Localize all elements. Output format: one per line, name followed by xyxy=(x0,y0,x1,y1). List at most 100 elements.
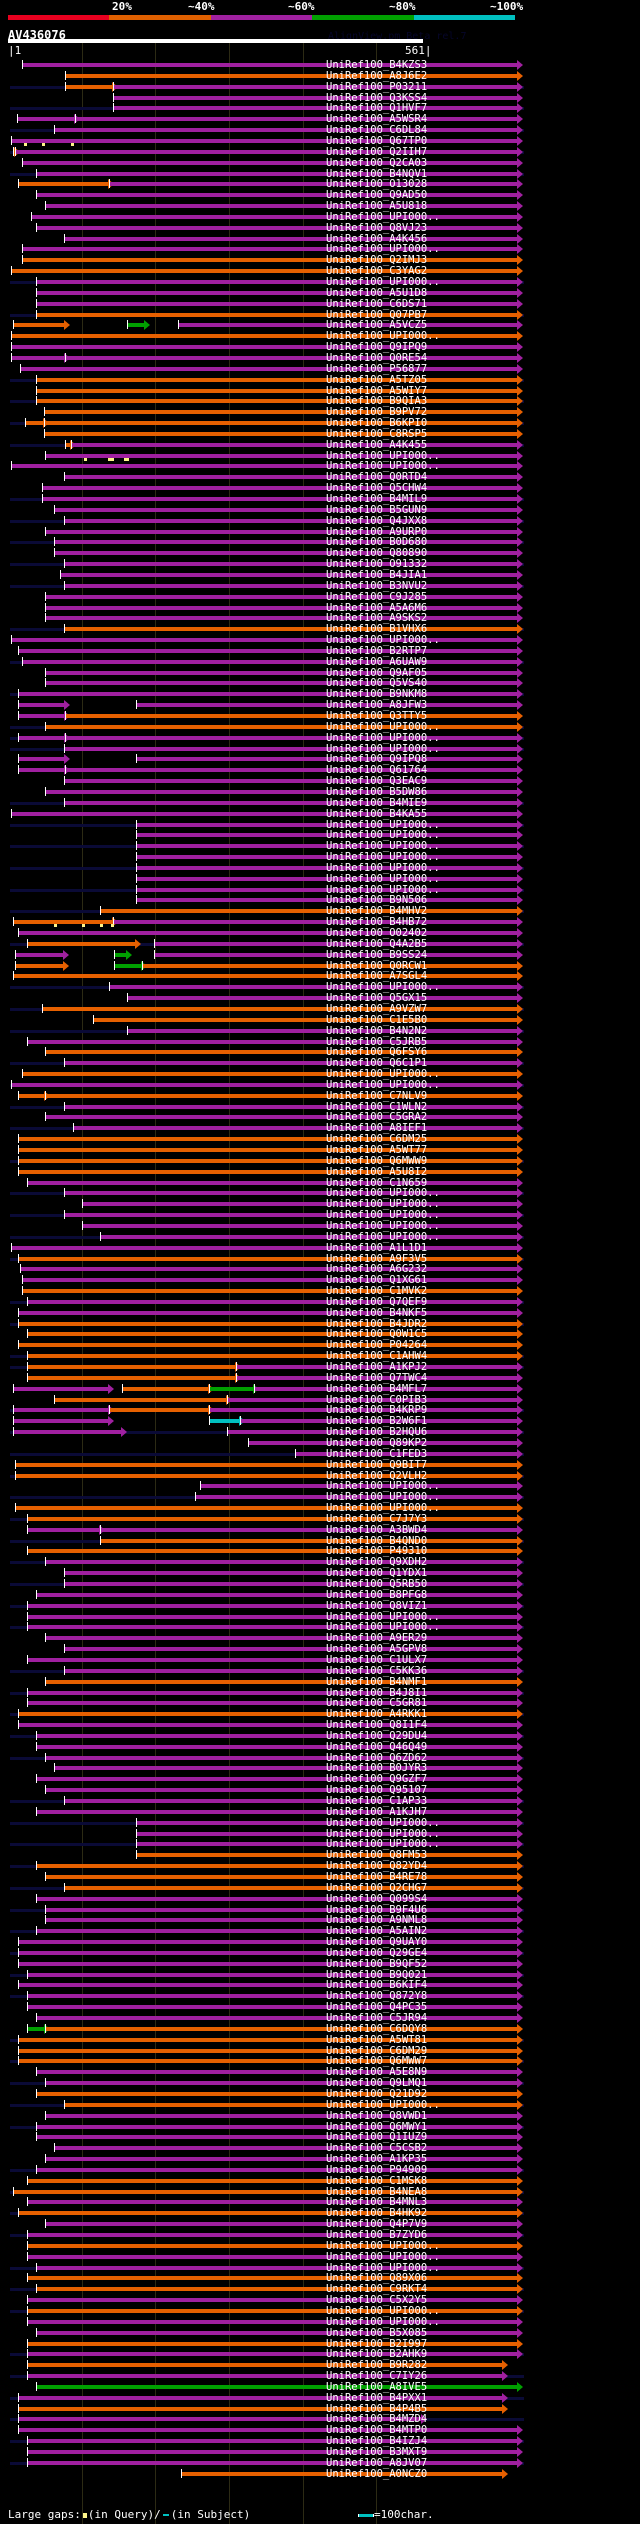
subject-label[interactable]: UniRef100_Q82YD4 xyxy=(326,1860,428,1873)
subject-label[interactable]: UniRef100_Q89KP2 xyxy=(326,1436,428,1449)
hsp-segment[interactable] xyxy=(36,225,518,230)
hsp-segment[interactable] xyxy=(19,366,518,371)
subject-label[interactable]: UniRef100_A5A6M6 xyxy=(326,601,428,614)
alignment-row[interactable]: UniRef100_B4MFL7 xyxy=(0,1383,640,1395)
hsp-segment[interactable] xyxy=(12,2189,518,2194)
alignment-row[interactable]: UniRef100_Q4A2B5 xyxy=(0,938,640,950)
hsp-segment[interactable] xyxy=(54,1766,518,1771)
subject-label[interactable]: UniRef100_Q29DU4 xyxy=(326,1729,428,1742)
subject-label[interactable]: UniRef100_A9URP0 xyxy=(326,525,428,538)
alignment-row[interactable]: UniRef100_UPI000.. xyxy=(0,2316,640,2328)
alignment-row[interactable]: UniRef100_Q2IMJ3 xyxy=(0,254,640,266)
hsp-segment[interactable] xyxy=(59,572,518,577)
subject-label[interactable]: UniRef100_C7J7Y3 xyxy=(326,1512,428,1525)
alignment-row[interactable]: UniRef100_C5X2Y5 xyxy=(0,2294,640,2306)
hsp-segment[interactable] xyxy=(25,421,44,426)
alignment-row[interactable]: UniRef100_Q6MWY1 xyxy=(0,2121,640,2133)
subject-label[interactable]: UniRef100_Q4P7V9 xyxy=(326,2218,428,2231)
alignment-row[interactable]: UniRef100_A8JFW3 xyxy=(0,699,640,711)
subject-label[interactable]: UniRef100_Q6MWW9 xyxy=(326,1154,428,1167)
subject-label[interactable]: UniRef100_UPI000.. xyxy=(326,851,440,864)
hsp-segment[interactable] xyxy=(10,464,518,469)
subject-label[interactable]: UniRef100_P49310 xyxy=(326,1545,428,1558)
alignment-row[interactable]: UniRef100_UPI000.. xyxy=(0,743,640,755)
subject-label[interactable]: UniRef100_UPI000.. xyxy=(326,1816,440,1829)
subject-label[interactable]: UniRef100_Q2CA03 xyxy=(326,156,428,169)
hsp-segment[interactable] xyxy=(36,2135,518,2140)
subject-label[interactable]: UniRef100_A8J6E2 xyxy=(326,69,428,82)
alignment-row[interactable]: UniRef100_B2W6F1 xyxy=(0,1415,640,1428)
subject-label[interactable]: UniRef100_C1E5B0 xyxy=(326,1013,428,1026)
hsp-segment[interactable] xyxy=(19,1267,518,1272)
hsp-segment[interactable] xyxy=(136,876,518,881)
alignment-row[interactable]: UniRef100_Q9LMQ1 xyxy=(0,2077,640,2089)
subject-label[interactable]: UniRef100_UPI000.. xyxy=(326,1078,440,1091)
alignment-row[interactable]: UniRef100_Q0W1C5 xyxy=(0,1328,640,1340)
hsp-segment[interactable] xyxy=(18,2037,518,2042)
hsp-segment[interactable] xyxy=(154,941,518,946)
subject-label[interactable]: UniRef100_Q9AF05 xyxy=(326,666,428,679)
subject-label[interactable]: UniRef100_UPI000.. xyxy=(326,1502,440,1515)
alignment-row[interactable]: UniRef100_C1AHW4 xyxy=(0,1350,640,1362)
subject-label[interactable]: UniRef100_UPI000.. xyxy=(326,720,440,733)
hsp-segment[interactable] xyxy=(63,627,518,632)
hsp-segment[interactable] xyxy=(27,2363,504,2368)
alignment-row[interactable]: UniRef100_B4PXX1 xyxy=(0,2392,640,2404)
hsp-segment[interactable] xyxy=(99,1538,518,1543)
alignment-row[interactable]: UniRef100_Q4JXX8 xyxy=(0,515,640,527)
hsp-segment[interactable] xyxy=(36,1744,518,1749)
hsp-segment[interactable] xyxy=(18,1256,518,1261)
hsp-segment[interactable] xyxy=(136,1820,518,1825)
subject-label[interactable]: UniRef100_UPI000.. xyxy=(326,243,440,256)
subject-label[interactable]: UniRef100_Q67TP0 xyxy=(326,134,428,147)
hsp-segment[interactable] xyxy=(99,1234,518,1239)
hsp-segment[interactable] xyxy=(27,2026,46,2031)
subject-label[interactable]: UniRef100_B2W6F1 xyxy=(326,1415,428,1428)
subject-label[interactable]: UniRef100_Q8VJ23 xyxy=(326,221,428,234)
subject-label[interactable]: UniRef100_A4K455 xyxy=(326,438,428,451)
hsp-segment[interactable] xyxy=(113,95,518,100)
alignment-row[interactable]: UniRef100_UPI000.. xyxy=(0,1611,640,1623)
subject-label[interactable]: UniRef100_A7SGL4 xyxy=(326,970,428,983)
hsp-segment[interactable] xyxy=(45,789,518,794)
subject-label[interactable]: UniRef100_P04264 xyxy=(326,1339,428,1352)
hsp-segment[interactable] xyxy=(10,638,518,643)
subject-label[interactable]: UniRef100_A0NCZ0 xyxy=(326,2467,428,2480)
subject-label[interactable]: UniRef100_UPI000.. xyxy=(326,1219,440,1232)
subject-label[interactable]: UniRef100_C5GR81 xyxy=(326,1697,428,1710)
hsp-segment[interactable] xyxy=(41,1006,518,1011)
subject-label[interactable]: UniRef100_Q3EAC9 xyxy=(326,775,428,788)
hsp-segment[interactable] xyxy=(27,2352,518,2357)
alignment-row[interactable]: UniRef100_B2I997 xyxy=(0,2338,640,2350)
hsp-segment[interactable] xyxy=(45,724,518,729)
subject-label[interactable]: UniRef100_UPI000.. xyxy=(326,1198,440,1211)
alignment-row[interactable]: UniRef100_Q5CHW4 xyxy=(0,482,640,494)
hsp-segment[interactable] xyxy=(17,117,76,122)
hsp-segment[interactable] xyxy=(63,779,518,784)
subject-label[interactable]: UniRef100_Q2CHG7 xyxy=(326,1881,428,1894)
alignment-row[interactable]: UniRef100_B9N506 xyxy=(0,894,640,906)
hsp-segment[interactable] xyxy=(27,2298,518,2303)
hsp-segment[interactable] xyxy=(27,2178,518,2183)
subject-label[interactable]: UniRef100_UPI000.. xyxy=(326,2304,440,2317)
alignment-row[interactable]: UniRef100_Q8VJ23 xyxy=(0,221,640,234)
subject-label[interactable]: UniRef100_B8PFG8 xyxy=(326,1588,428,1601)
alignment-row[interactable]: UniRef100_C7J7Y3 xyxy=(0,1512,640,1525)
subject-label[interactable]: UniRef100_UPI000.. xyxy=(326,2239,440,2252)
alignment-row[interactable]: UniRef100_B4MZD4 xyxy=(0,2413,640,2425)
alignment-row[interactable]: UniRef100_A1KP35 xyxy=(0,2153,640,2165)
alignment-row[interactable]: UniRef100_A4RKK1 xyxy=(0,1708,640,1720)
subject-label[interactable]: UniRef100_B3MXT9 xyxy=(326,2446,428,2458)
subject-label[interactable]: UniRef100_A3BWD4 xyxy=(326,1523,428,1536)
subject-label[interactable]: UniRef100_B4NEA8 xyxy=(326,2185,428,2198)
alignment-row[interactable]: UniRef100_Q61764 xyxy=(0,764,640,776)
subject-label[interactable]: UniRef100_UPI000.. xyxy=(326,883,440,896)
alignment-row[interactable]: UniRef100_Q6MWW9 xyxy=(0,1154,640,1167)
hsp-segment[interactable] xyxy=(18,703,66,708)
subject-label[interactable]: UniRef100_Q6ZD62 xyxy=(326,1751,428,1764)
subject-label[interactable]: UniRef100_C1AP33 xyxy=(326,1795,428,1807)
subject-label[interactable]: UniRef100_B0JYR3 xyxy=(326,1762,428,1775)
alignment-row[interactable]: UniRef100_Q9BIT7 xyxy=(0,1459,640,1471)
hsp-segment[interactable] xyxy=(136,822,518,827)
subject-label[interactable]: UniRef100_Q21D92 xyxy=(326,2087,428,2100)
